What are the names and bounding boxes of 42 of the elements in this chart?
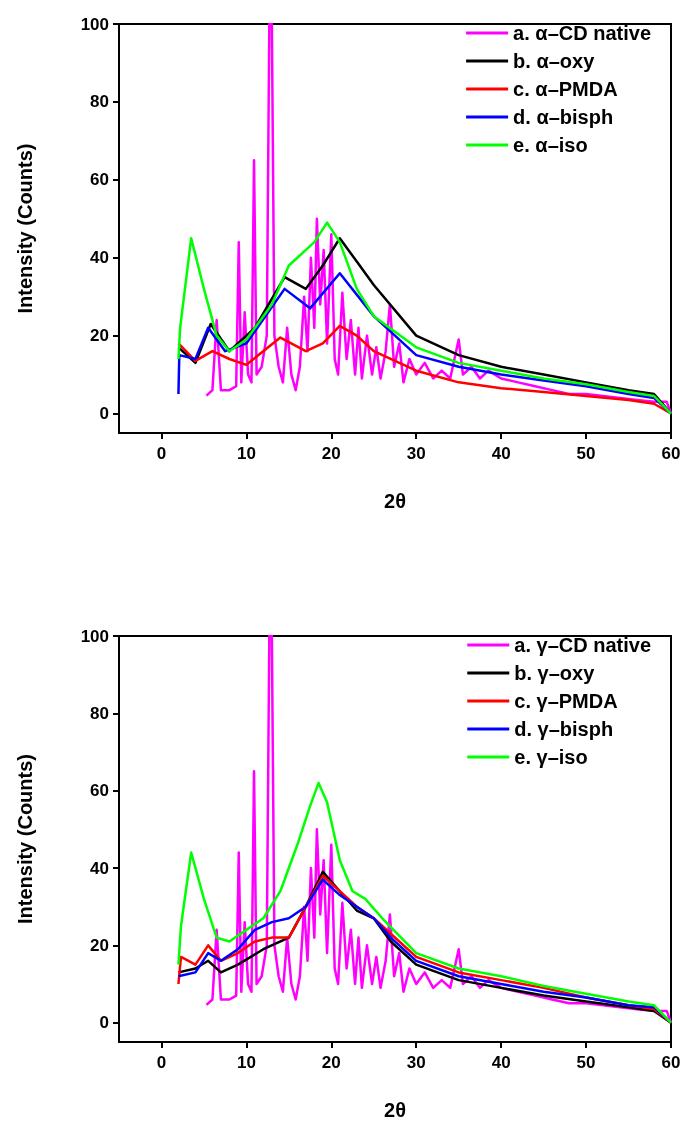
x-tick-label: 20 [321, 444, 341, 463]
y-tick-label: 80 [90, 703, 109, 723]
x-tick-label: 0 [156, 444, 167, 463]
x-tick-label: 60 [661, 1053, 681, 1072]
line-series [205, 634, 673, 1024]
legend-label: d. γ–bisph [514, 718, 614, 740]
x-tick-label: 50 [576, 444, 596, 463]
y-axis-title: Intensity (Counts) [14, 143, 36, 314]
x-tick-label: 10 [236, 444, 256, 463]
legend-label: a. γ–CD native [514, 634, 652, 656]
legend-label: b. γ–oxy [514, 662, 596, 684]
legend-label: d. α–bisph [513, 106, 614, 128]
x-tick-label: 50 [576, 1053, 596, 1072]
y-tick-label: 20 [90, 326, 109, 346]
y-tick-label: 60 [90, 170, 109, 190]
x-tick-label: 30 [406, 1053, 426, 1072]
x-tick-label: 20 [321, 1053, 341, 1072]
x-tick-label: 40 [491, 1053, 511, 1072]
x-tick-label: 30 [406, 444, 426, 463]
y-tick-label: 20 [90, 935, 109, 955]
y-tick-label: 40 [90, 248, 109, 268]
x-tick-label: 40 [491, 444, 511, 463]
y-tick-label: 0 [99, 1013, 109, 1033]
y-tick-label: 60 [90, 781, 109, 801]
legend-label: a. α–CD native [513, 22, 652, 44]
x-tick-label: 0 [156, 1053, 167, 1072]
y-tick-label: 100 [80, 626, 109, 646]
legend-label: b. α–oxy [513, 50, 596, 72]
y-tick-label: 0 [99, 404, 109, 424]
legend-label: c. γ–PMDA [514, 690, 618, 712]
x-axis-title: 2θ [384, 1099, 406, 1121]
x-axis-title: 2θ [384, 490, 406, 512]
legend-label: e. α–iso [513, 134, 588, 156]
y-tick-label: 100 [80, 14, 109, 34]
line-series [177, 781, 673, 1024]
legend-label: c. α–PMDA [513, 78, 618, 100]
y-tick-label: 80 [90, 92, 109, 112]
x-tick-label: 60 [661, 444, 681, 463]
legend-label: e. γ–iso [514, 746, 588, 768]
y-axis-title: Intensity (Counts) [14, 754, 36, 924]
x-tick-label: 10 [236, 1053, 256, 1072]
y-tick-label: 40 [90, 858, 109, 878]
